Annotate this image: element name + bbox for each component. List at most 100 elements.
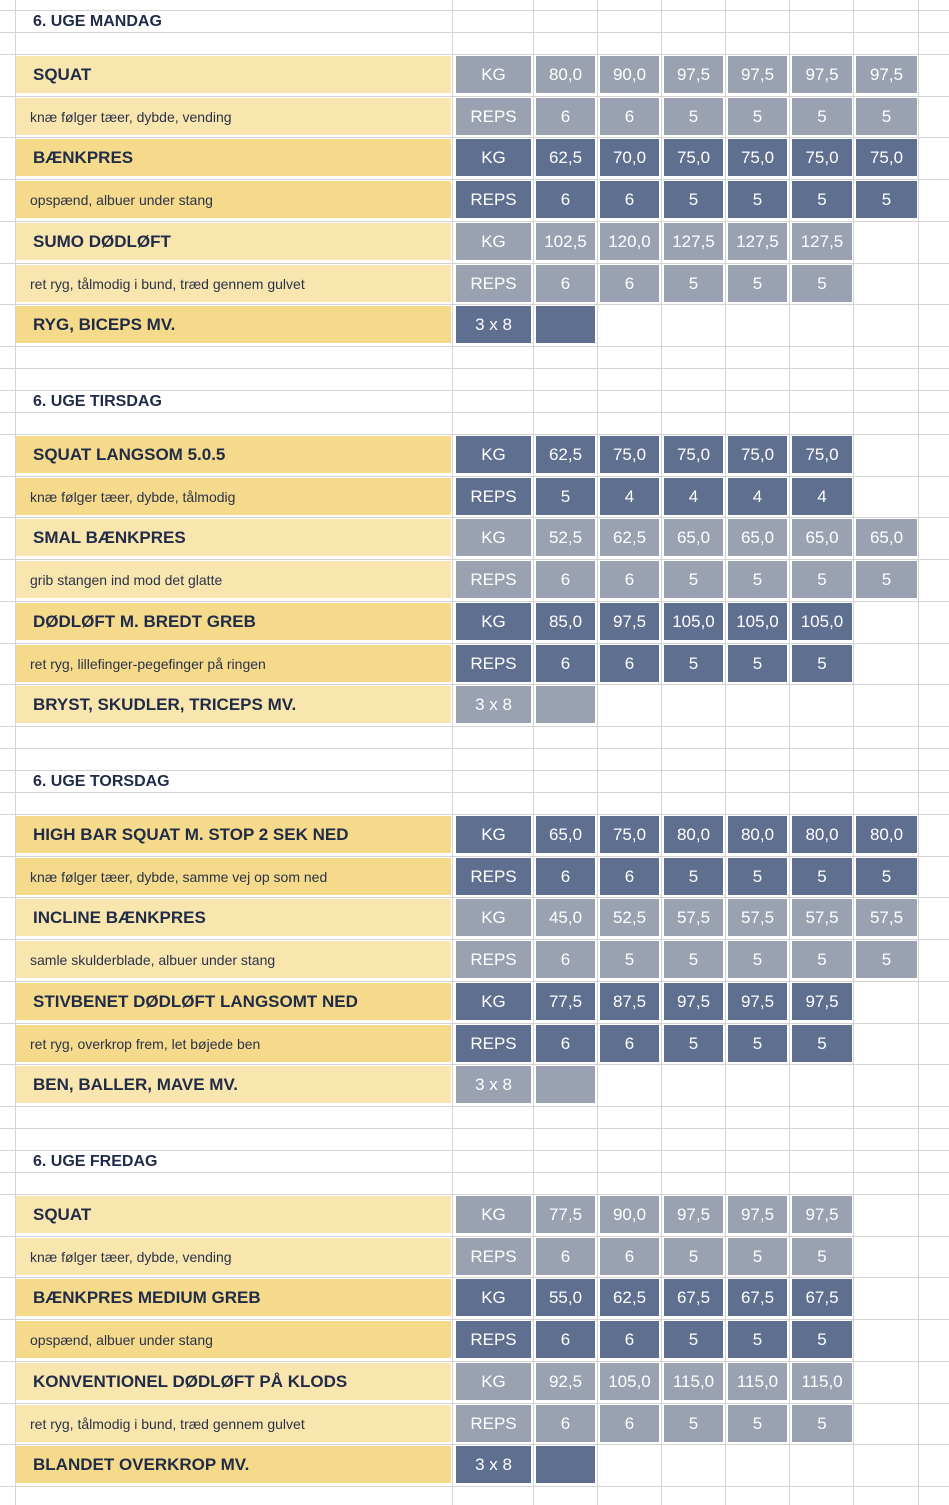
unit-cell: KG [456,1279,531,1316]
value-cell: 115,0 [792,1363,852,1400]
value-cell: 5 [664,1405,723,1442]
value-cell: 5 [728,1321,787,1358]
grid-line [918,0,919,1505]
value-cell: 5 [600,941,659,978]
grid-line [0,748,949,749]
unit-cell: KG [456,519,531,556]
grid-line [0,1150,949,1151]
value-cell: 5 [664,858,723,895]
value-cell: 5 [664,1321,723,1358]
value-cell: 62,5 [536,139,595,176]
value-cell: 55,0 [536,1279,595,1316]
grid-line [0,390,949,391]
value-cell: 65,0 [792,519,852,556]
grid-line [0,856,949,857]
value-cell: 80,0 [728,816,787,853]
unit-cell: REPS [456,645,531,682]
value-cell: 120,0 [600,223,659,260]
value-cell: 5 [856,941,917,978]
value-cell: 6 [600,265,659,302]
value-cell: 5 [792,858,852,895]
grid-line [15,0,16,1505]
exercise-name: INCLINE BÆNKPRES [16,899,451,936]
value-cell: 65,0 [856,519,917,556]
unit-cell: KG [456,1196,531,1233]
empty-cell [536,1066,595,1103]
value-cell: 6 [536,941,595,978]
day-title: 6. UGE FREDAG [33,1152,158,1170]
value-cell: 97,5 [728,56,787,93]
value-cell: 97,5 [664,56,723,93]
unit-cell: KG [456,56,531,93]
value-cell: 62,5 [536,436,595,473]
value-cell: 90,0 [600,1196,659,1233]
value-cell: 97,5 [856,56,917,93]
value-cell: 6 [536,265,595,302]
day-title: 6. UGE MANDAG [33,12,162,30]
grid-line [0,368,949,369]
unit-cell: REPS [456,181,531,218]
unit-cell: REPS [456,858,531,895]
value-cell: 4 [600,478,659,515]
grid-line [0,1106,949,1107]
exercise-name: DØDLØFT M. BREDT GREB [16,603,451,640]
grid-line [533,0,534,1505]
grid-line [0,1128,949,1129]
value-cell: 105,0 [600,1363,659,1400]
value-cell: 67,5 [792,1279,852,1316]
exercise-note: knæ følger tæer, dybde, tålmodig [16,478,451,515]
value-cell: 5 [536,478,595,515]
value-cell: 6 [600,1405,659,1442]
unit-cell: 3 x 8 [456,686,531,723]
value-cell: 127,5 [664,223,723,260]
exercise-name: SQUAT [16,56,451,93]
grid-line [0,684,949,685]
exercise-name: SMAL BÆNKPRES [16,519,451,556]
day-title: 6. UGE TIRSDAG [33,392,162,410]
value-cell: 85,0 [536,603,595,640]
grid-line [853,0,854,1505]
grid-line [0,1023,949,1024]
grid-line [0,1277,949,1278]
grid-line [0,137,949,138]
grid-line [0,304,949,305]
value-cell: 4 [792,478,852,515]
grid-line [0,346,949,347]
value-cell: 75,0 [664,436,723,473]
grid-line [0,770,949,771]
value-cell: 102,5 [536,223,595,260]
value-cell: 5 [664,181,723,218]
value-cell: 115,0 [664,1363,723,1400]
value-cell: 6 [536,1405,595,1442]
value-cell: 5 [728,1025,787,1062]
exercise-name: BÆNKPRES MEDIUM GREB [16,1279,451,1316]
empty-cell [536,1446,595,1483]
value-cell: 5 [664,561,723,598]
value-cell: 75,0 [728,139,787,176]
value-cell: 5 [792,265,852,302]
value-cell: 57,5 [792,899,852,936]
value-cell: 65,0 [664,519,723,556]
value-cell: 97,5 [792,983,852,1020]
value-cell: 6 [536,98,595,135]
grid-line [0,1444,949,1445]
grid-line [0,1361,949,1362]
value-cell: 67,5 [728,1279,787,1316]
value-cell: 105,0 [792,603,852,640]
value-cell: 65,0 [728,519,787,556]
value-cell: 5 [664,645,723,682]
value-cell: 5 [792,98,852,135]
value-cell: 5 [792,1321,852,1358]
value-cell: 5 [792,1405,852,1442]
value-cell: 57,5 [728,899,787,936]
exercise-note: ret ryg, tålmodig i bund, træd gennem gu… [16,265,451,302]
value-cell: 6 [600,1321,659,1358]
value-cell: 6 [600,858,659,895]
value-cell: 5 [728,941,787,978]
unit-cell: REPS [456,1405,531,1442]
value-cell: 6 [600,181,659,218]
value-cell: 5 [792,645,852,682]
unit-cell: REPS [456,98,531,135]
value-cell: 5 [792,1025,852,1062]
unit-cell: KG [456,1363,531,1400]
